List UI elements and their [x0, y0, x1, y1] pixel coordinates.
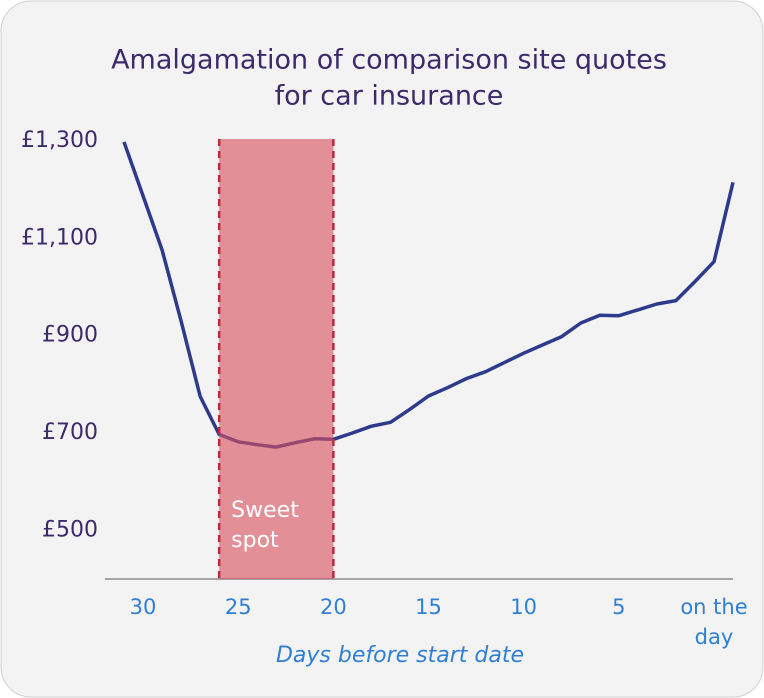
y-tick-label: £1,300 [21, 128, 98, 153]
y-tick-label: £500 [42, 517, 98, 542]
annotation-text: Sweet [231, 498, 299, 523]
y-tick-label: £700 [42, 420, 98, 445]
chart-title: Amalgamation of comparison site quotes [111, 45, 667, 76]
x-tick-label: 5 [612, 595, 626, 619]
y-tick-label: £900 [42, 323, 98, 348]
x-tick-label: 10 [510, 595, 538, 619]
sweet-spot-band [219, 139, 334, 579]
x-tick-label: 20 [319, 595, 347, 619]
chart-title: for car insurance [275, 81, 504, 112]
annotation-text: spot [231, 528, 279, 553]
x-tick-label: 30 [129, 595, 157, 619]
y-tick-label: £1,100 [21, 225, 98, 250]
x-tick-label: 25 [224, 595, 252, 619]
x-tick-label: 15 [415, 595, 442, 619]
x-axis-label: Days before start date [276, 643, 524, 668]
x-tick-label: on the day [680, 595, 748, 649]
